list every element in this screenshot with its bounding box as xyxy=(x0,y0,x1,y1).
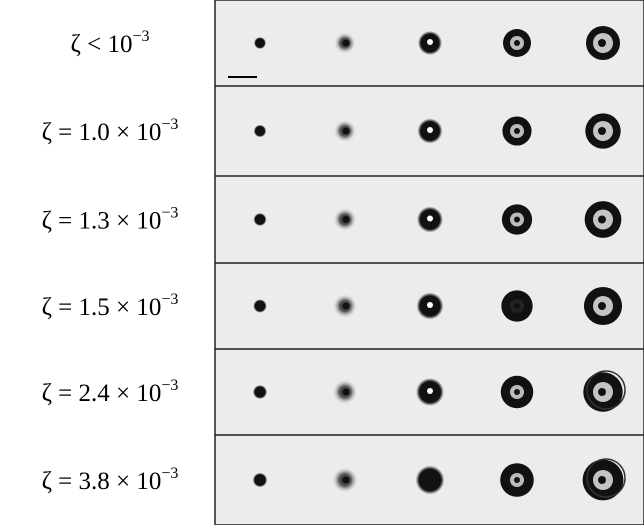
row-label: ζ = 3.8 × 10−3 xyxy=(42,465,179,495)
drop-core xyxy=(514,216,520,223)
drop-core xyxy=(342,388,350,396)
drop xyxy=(252,472,268,488)
drop-core xyxy=(514,389,520,395)
row-label: ζ < 10−3 xyxy=(71,28,150,58)
drop-core xyxy=(514,303,520,309)
label-text: ζ = 1.3 × 10 xyxy=(42,208,162,235)
drop-core xyxy=(342,216,350,223)
label-exponent: −3 xyxy=(161,205,178,222)
row-label: ζ = 1.3 × 10−3 xyxy=(42,205,179,235)
drop-highlight xyxy=(427,215,433,222)
drop-outer-ring xyxy=(586,458,626,498)
row-label: ζ = 1.0 × 10−3 xyxy=(42,116,179,146)
label-exponent: −3 xyxy=(132,28,149,45)
drop-core xyxy=(598,39,606,47)
label-text: ζ < 10 xyxy=(71,31,133,58)
drop-core xyxy=(342,127,350,135)
drop-core xyxy=(598,476,606,484)
drop-core xyxy=(514,477,520,483)
drop-highlight xyxy=(427,388,433,394)
label-text: ζ = 2.4 × 10 xyxy=(42,380,162,407)
drop-highlight xyxy=(427,39,433,45)
drop-core xyxy=(598,215,606,224)
drop-highlight xyxy=(427,127,433,133)
drop xyxy=(415,465,445,495)
drop-core xyxy=(342,302,350,310)
label-text: ζ = 1.5 × 10 xyxy=(42,294,162,321)
drop xyxy=(254,37,266,49)
label-exponent: −3 xyxy=(161,291,178,308)
row-label: ζ = 2.4 × 10−3 xyxy=(42,377,179,407)
label-text: ζ = 1.0 × 10 xyxy=(42,119,162,146)
drop-highlight xyxy=(427,302,433,308)
drop xyxy=(253,124,267,138)
label-exponent: −3 xyxy=(161,377,178,394)
drop xyxy=(253,299,267,313)
row-label: ζ = 1.5 × 10−3 xyxy=(42,291,179,321)
drop-core xyxy=(342,476,350,484)
label-text: ζ = 3.8 × 10 xyxy=(42,468,162,495)
drop-core xyxy=(598,127,606,135)
drop xyxy=(253,385,267,399)
drop xyxy=(253,213,267,226)
drop-core xyxy=(514,128,520,134)
drop-outer-ring xyxy=(586,370,626,410)
drop-core xyxy=(514,40,520,46)
drop-core xyxy=(598,388,606,396)
drop-core xyxy=(598,302,606,310)
label-exponent: −3 xyxy=(161,116,178,133)
label-exponent: −3 xyxy=(161,465,178,482)
drop-core xyxy=(342,39,350,47)
